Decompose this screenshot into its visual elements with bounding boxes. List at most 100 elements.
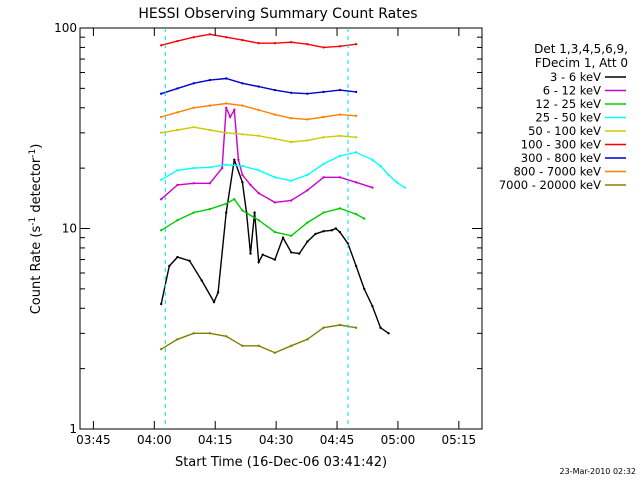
series-4-point (176, 128, 179, 132)
series-6-point (160, 92, 163, 95)
series-3-point (322, 162, 325, 166)
series-4-point (160, 131, 163, 134)
series-8-point (160, 348, 163, 351)
series-3-point (379, 164, 382, 168)
legend-label-7: 800 - 7000 keV (513, 165, 601, 179)
series-8-point (257, 344, 260, 347)
y-axis-label-sup2: -1 (28, 149, 38, 158)
series-7-point (273, 113, 277, 116)
series-6-point (273, 88, 277, 92)
series-6-point (192, 82, 195, 85)
series-5-point (290, 41, 293, 44)
series-4-point (208, 128, 212, 132)
series-8-point (290, 344, 293, 347)
x-tick-label: 04:45 (320, 433, 355, 447)
series-4-line (161, 126, 357, 143)
series-0-point (322, 230, 325, 233)
series-7-point (257, 108, 260, 112)
series-7-point (338, 113, 342, 116)
series-3-point (338, 154, 342, 158)
series-0-point (261, 253, 264, 256)
series-4-point (354, 136, 358, 139)
y-axis-label-mid: detector (29, 157, 44, 217)
series-1-point (306, 189, 309, 192)
legend-label-6: 300 - 800 keV (521, 151, 601, 165)
series-8-point (208, 332, 212, 335)
series-2-point (273, 230, 277, 234)
series-7-point (322, 115, 325, 119)
series-0-point (233, 158, 236, 161)
x-tick-label: 04:30 (259, 433, 294, 447)
series-7-point (241, 104, 244, 107)
series-4-point (306, 139, 309, 142)
series-6-point (257, 85, 260, 88)
series-2-point (322, 211, 325, 214)
series-2-point (354, 212, 358, 216)
series-0-point (281, 236, 285, 239)
series-5-line (161, 33, 357, 49)
series-1-point (290, 199, 293, 202)
legend-label-4: 50 - 100 keV (528, 124, 601, 138)
x-tick-label: 04:00 (137, 433, 172, 447)
series-8-point (338, 323, 342, 327)
legend: Det 1,3,4,5,6,9, FDecim 1, Att 0 3 - 6 k… (499, 42, 628, 192)
y-axis-label-end: ) (29, 144, 44, 149)
series-2-point (290, 234, 293, 237)
series-0-point (363, 287, 366, 291)
legend-header-2: FDecim 1, Att 0 (535, 56, 628, 70)
series-2-line (160, 198, 365, 237)
series-4-point (338, 134, 342, 137)
series-0-point (346, 242, 350, 245)
series-5-point (241, 38, 244, 42)
series-1-point (371, 186, 374, 189)
series-0-point (354, 264, 358, 268)
series-2-point (363, 217, 366, 220)
series-1-point (176, 183, 179, 187)
series-1-point (257, 192, 260, 195)
series-2-point (233, 198, 236, 201)
series-1-point (192, 182, 195, 185)
series-7-line (161, 102, 357, 121)
series-0-point (253, 211, 256, 214)
series-1-point (233, 108, 236, 112)
series-0-point (379, 326, 382, 329)
series-2-point (338, 207, 342, 210)
legend-label-8: 7000 - 20000 keV (499, 178, 601, 192)
series-6-point (176, 87, 179, 90)
series-3-point (257, 169, 260, 172)
series-7-point (192, 106, 195, 110)
series-3-point (176, 169, 179, 172)
y-tick-label: 1 (69, 422, 77, 436)
legend-header-1: Det 1,3,4,5,6,9, (534, 42, 628, 56)
series-1-point (225, 106, 228, 110)
series-0-point (314, 232, 317, 236)
series-6-point (338, 88, 342, 92)
series-0-point (168, 264, 171, 268)
series-3-point (290, 179, 293, 182)
svg-text:Count Rate (s-1 detector-1): Count Rate (s-1 detector-1) (28, 144, 44, 315)
legend-label-1: 6 - 12 keV (543, 84, 601, 98)
series-2-point (208, 207, 212, 211)
series-3-point (387, 173, 390, 177)
series-0-point (176, 255, 179, 259)
series-7-point (225, 102, 228, 105)
series-8-point (273, 351, 277, 354)
series-3-point (306, 173, 309, 177)
series-0-point (212, 300, 216, 304)
series-0-point (330, 229, 333, 232)
series-0-point (298, 252, 301, 255)
series-0-point (290, 251, 293, 254)
chart-title: HESSI Observing Summary Count Rates (138, 6, 417, 22)
series-5-point (208, 33, 212, 36)
series-4-point (225, 131, 228, 134)
axis-layer: 03:45 04:00 04:15 04:30 04:45 05:00 05:15 1 10 10… (54, 21, 482, 447)
series-7-point (306, 118, 309, 121)
series-1-point (322, 176, 325, 179)
series-0-line (160, 159, 389, 334)
legend-label-5: 100 - 300 keV (521, 138, 601, 152)
series-0-point (216, 291, 220, 294)
series-0-point (160, 302, 163, 306)
series-8-point (322, 326, 325, 329)
series-7-point (208, 104, 212, 107)
